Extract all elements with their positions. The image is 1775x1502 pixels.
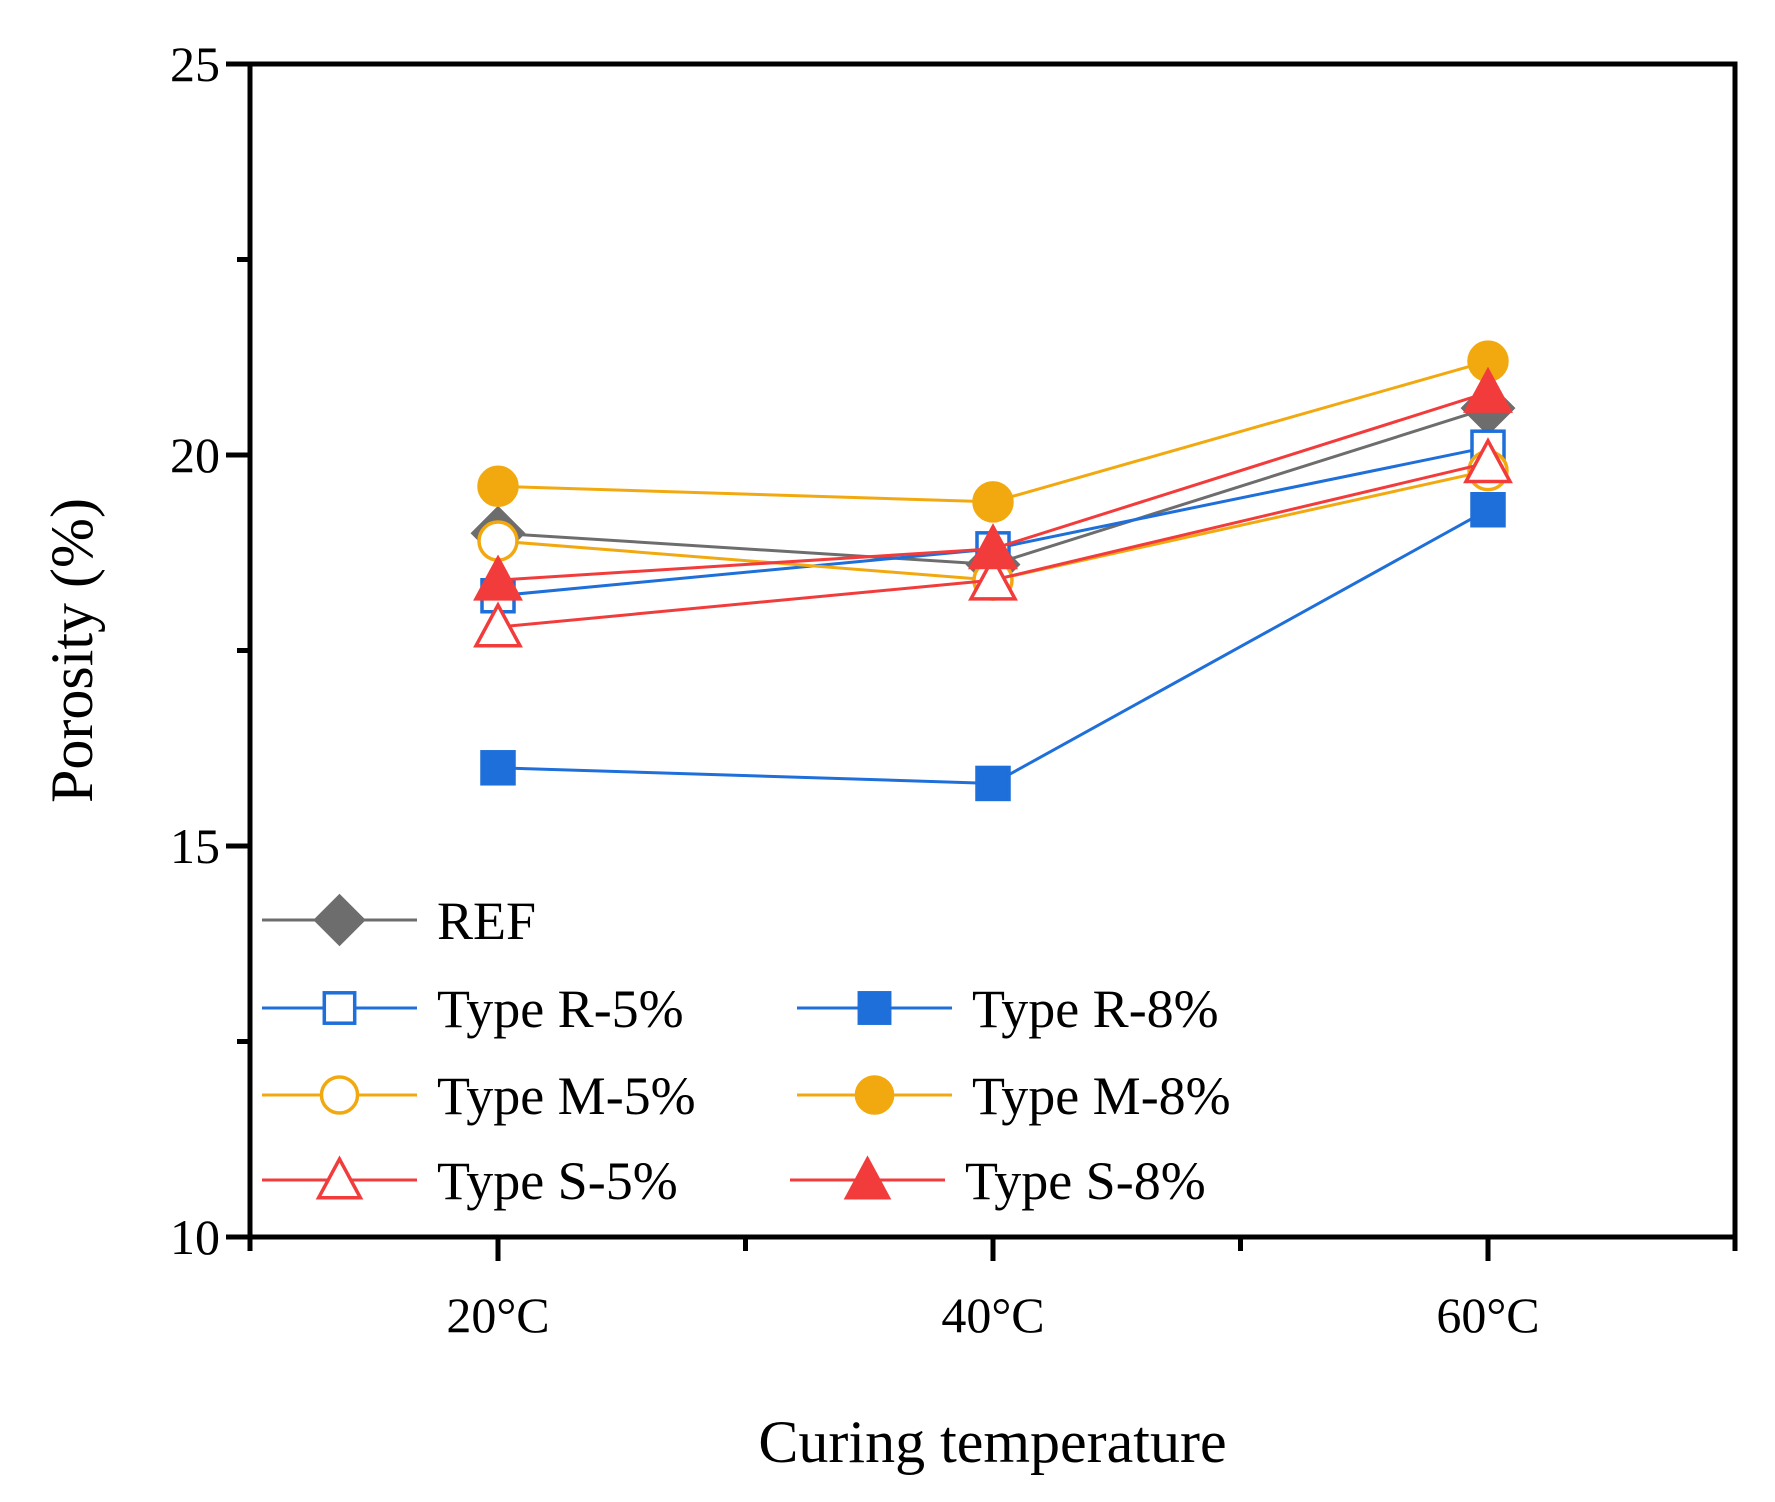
legend-marker [313, 893, 366, 947]
y-axis-title: Porosity (%) [39, 498, 105, 803]
series-type-m-8- [477, 340, 1509, 523]
legend-marker [319, 1075, 360, 1115]
legend-label: Type M-8% [972, 1066, 1231, 1126]
legend-marker [857, 991, 892, 1025]
x-tick-label: 60°C [1436, 1287, 1539, 1343]
legend-label: REF [437, 891, 536, 951]
legend-item: Type M-8% [797, 1066, 1231, 1126]
legend-label: Type S-5% [437, 1151, 678, 1211]
data-point [975, 765, 1011, 802]
series-type-s-8- [473, 366, 1513, 601]
y-tick-label: 20 [170, 427, 220, 483]
legend-marker [322, 991, 357, 1025]
legend-item: Type R-5% [262, 979, 684, 1039]
data-point [473, 601, 523, 648]
data-point [480, 750, 516, 786]
series-line [497, 359, 1489, 504]
legend-label: Type S-8% [965, 1151, 1206, 1211]
legend: REF Type R-5% Type R-8% Type M-5% Type M-8% T… [262, 891, 1231, 1211]
legend-marker [854, 1075, 895, 1115]
legend-marker [843, 1155, 892, 1200]
x-tick-label: 40°C [941, 1287, 1044, 1343]
data-point [473, 554, 523, 601]
data-point [968, 554, 1018, 601]
data-point [968, 523, 1018, 570]
x-axis-title: Curing temperature [758, 1409, 1226, 1475]
data-point [972, 481, 1014, 523]
x-tick-label: 20°C [446, 1287, 549, 1343]
data-point [1463, 437, 1513, 484]
legend-item: Type S-5% [262, 1151, 678, 1211]
series-type-s-5- [473, 437, 1513, 648]
data-point [1470, 491, 1506, 528]
legend-item: REF [262, 891, 536, 951]
legend-marker [315, 1155, 364, 1200]
plot-frame [247, 61, 1738, 1240]
legend-item: Type R-8% [797, 979, 1219, 1039]
data-point [477, 520, 519, 562]
y-tick-label: 10 [170, 1209, 220, 1265]
legend-item: Type M-5% [262, 1066, 696, 1126]
data-point [1463, 366, 1513, 413]
legend-label: Type R-5% [437, 979, 684, 1039]
y-tick-label: 25 [170, 36, 220, 92]
series-type-r-8- [480, 491, 1506, 802]
legend-label: Type R-8% [972, 979, 1219, 1039]
y-tick-label: 15 [170, 818, 220, 874]
legend-item: Type S-8% [790, 1151, 1206, 1211]
data-point [477, 465, 519, 508]
series-layer [470, 340, 1516, 802]
axes-layer: 10 15 20 25 20°C 40°C 60°C [170, 36, 1738, 1343]
legend-label: Type M-5% [437, 1066, 696, 1126]
